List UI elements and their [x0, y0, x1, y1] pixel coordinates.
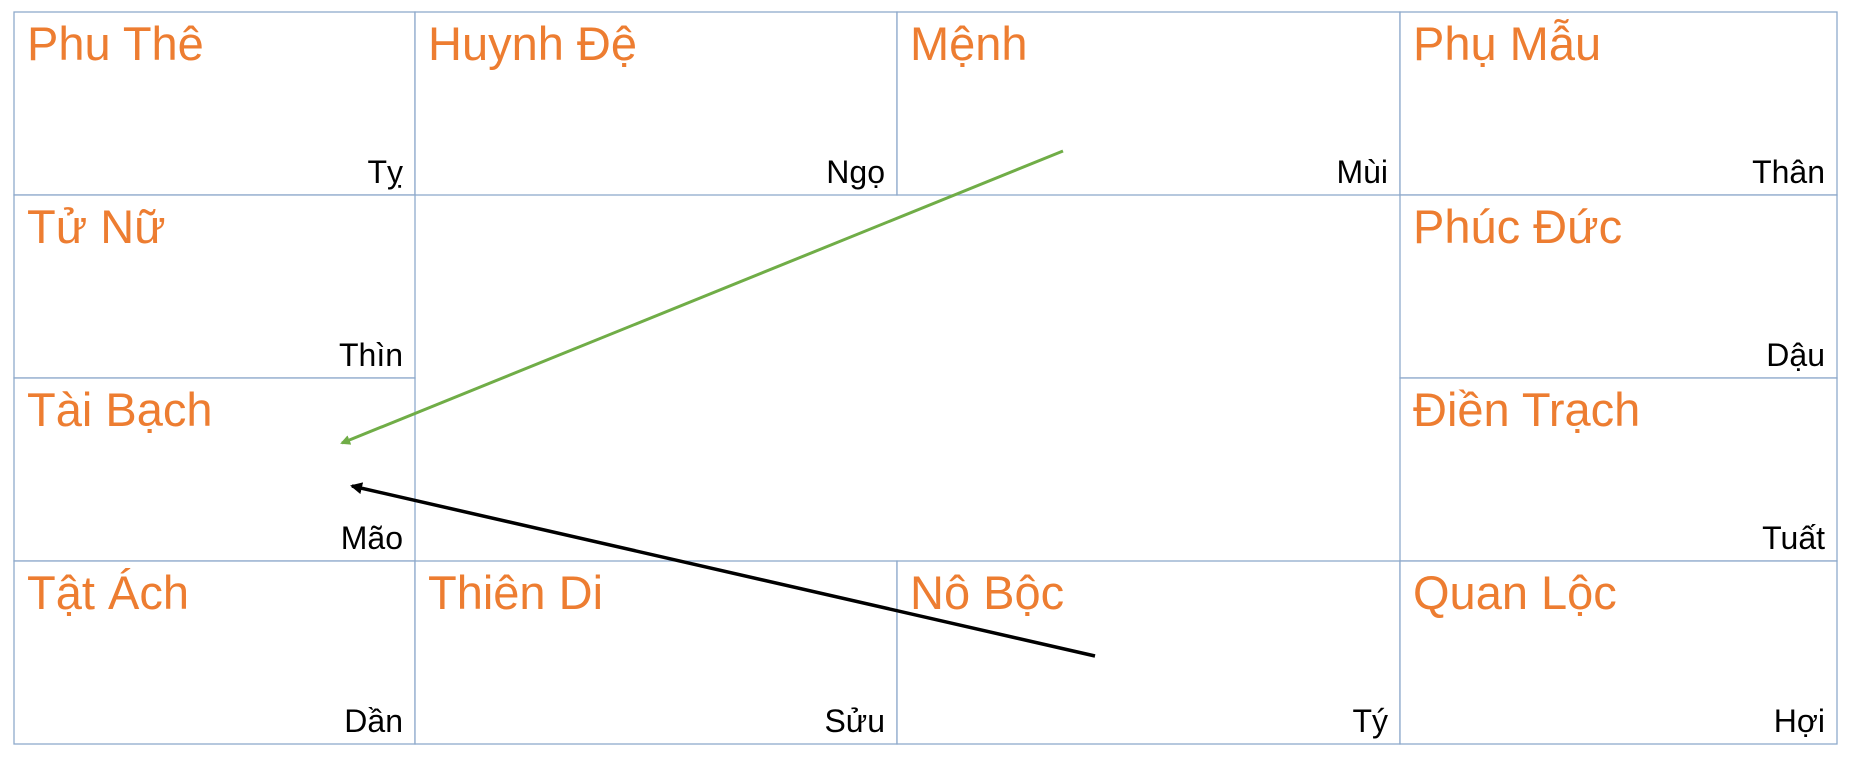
earthly-branch: Thân	[1752, 154, 1825, 190]
palace-name: Tật Ách	[27, 566, 189, 619]
black-arrow	[350, 482, 1096, 658]
palace-name: Nô Bộc	[910, 566, 1064, 619]
earthly-branch: Tý	[1352, 703, 1388, 739]
green-arrow	[340, 149, 1064, 445]
palace-name: Phụ Mẫu	[1413, 17, 1601, 70]
palace-cell	[1399, 377, 1838, 562]
earthly-branch: Dậu	[1766, 337, 1825, 373]
palace-cell	[896, 11, 1401, 196]
palace-cell	[13, 377, 416, 562]
palace-name: Tử Nữ	[27, 200, 166, 253]
palace-name: Huynh Đệ	[428, 17, 637, 70]
palace-name: Phúc Đức	[1413, 200, 1622, 253]
palace-cell	[13, 560, 416, 745]
palace-cell	[1399, 11, 1838, 196]
palace-cell	[414, 11, 898, 196]
palace-name: Phu Thê	[27, 17, 204, 70]
palace-cell	[1399, 560, 1838, 745]
earthly-branch: Mùi	[1336, 154, 1388, 190]
palace-name: Điền Trạch	[1413, 383, 1640, 436]
palace-cell	[13, 194, 416, 379]
palace-cell	[13, 11, 416, 196]
arrows	[340, 149, 1096, 658]
palace-name: Tài Bạch	[27, 383, 212, 436]
earthly-branch: Thìn	[339, 337, 403, 373]
palace-name: Quan Lộc	[1413, 566, 1617, 619]
earthly-branch: Sửu	[824, 703, 885, 739]
earthly-branch: Mão	[341, 520, 403, 556]
earthly-branch: Ngọ	[826, 154, 885, 190]
earthly-branch: Tuất	[1762, 520, 1825, 556]
earthly-branch: Dần	[344, 703, 403, 739]
earthly-branch: Tỵ	[367, 154, 403, 190]
palace-cell	[1399, 194, 1838, 379]
palace-name: Thiên Di	[428, 566, 603, 619]
palace-name: Mệnh	[910, 17, 1028, 70]
earthly-branch: Hợi	[1774, 703, 1825, 739]
